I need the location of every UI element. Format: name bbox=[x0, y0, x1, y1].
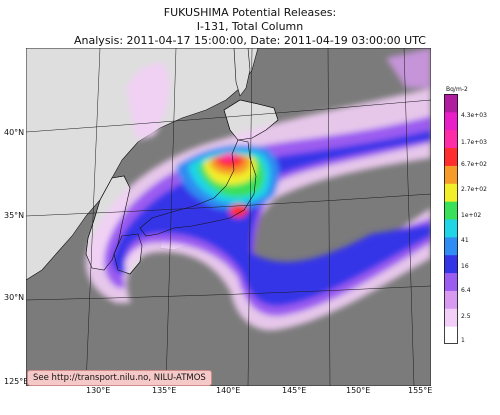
colorbar-segment bbox=[444, 308, 458, 327]
graticule bbox=[26, 48, 431, 386]
lat-label-30: 30°N bbox=[4, 293, 25, 302]
colorbar-segment bbox=[444, 129, 458, 149]
colorbar-segment bbox=[444, 254, 458, 274]
credit-link[interactable]: See http://transport.nilu.no, NILU-ATMOS bbox=[27, 370, 212, 386]
colorbar-segment bbox=[444, 94, 458, 113]
lon-label-130: 130°E bbox=[86, 386, 111, 395]
colorbar-segment bbox=[444, 183, 458, 202]
lon-label-150: 150°E bbox=[346, 386, 371, 395]
coastline bbox=[85, 99, 279, 275]
colorbar bbox=[444, 94, 458, 344]
colorbar-segment bbox=[444, 165, 458, 184]
colorbar-segment bbox=[444, 326, 458, 344]
colorbar-tick: 16 bbox=[461, 263, 469, 270]
colorbar-tick: 2.7e+02 bbox=[461, 186, 487, 193]
map-analysis-date: Analysis: 2011-04-17 15:00:00, Date: 201… bbox=[74, 34, 426, 47]
colorbar-segment bbox=[444, 272, 458, 291]
colorbar-tick: 4.3e+03 bbox=[461, 112, 487, 119]
colorbar-segment bbox=[444, 147, 458, 166]
lon-label-145: 145°E bbox=[282, 386, 307, 395]
colorbar-segment bbox=[444, 290, 458, 309]
map-subtitle: I-131, Total Column bbox=[196, 20, 304, 33]
map-title: FUKUSHIMA Potential Releases: bbox=[163, 6, 337, 19]
lat-label-125e: 125°E bbox=[4, 377, 29, 386]
colorbar-tick: 1e+02 bbox=[461, 212, 482, 219]
colorbar-tick: 6.4 bbox=[461, 287, 471, 294]
lon-label-135: 135°E bbox=[152, 386, 177, 395]
colorbar-segment bbox=[444, 111, 458, 131]
lat-label-40: 40°N bbox=[4, 128, 25, 137]
plume-map bbox=[26, 48, 431, 386]
colorbar-tick: 6.7e+02 bbox=[461, 161, 487, 168]
plume bbox=[85, 48, 431, 331]
colorbar-tick: 41 bbox=[461, 237, 469, 244]
lon-label-140: 140°E bbox=[216, 386, 241, 395]
colorbar-tick: 1 bbox=[461, 337, 465, 344]
colorbar-unit: Bq/m-2 bbox=[446, 86, 468, 93]
lat-label-35: 35°N bbox=[4, 211, 25, 220]
colorbar-segment bbox=[444, 219, 458, 238]
colorbar-tick: 1.7e+03 bbox=[461, 139, 487, 146]
colorbar-segment bbox=[444, 201, 458, 220]
lon-label-155: 155°E bbox=[408, 386, 433, 395]
colorbar-tick: 2.5 bbox=[461, 313, 471, 320]
colorbar-segment bbox=[444, 236, 458, 256]
